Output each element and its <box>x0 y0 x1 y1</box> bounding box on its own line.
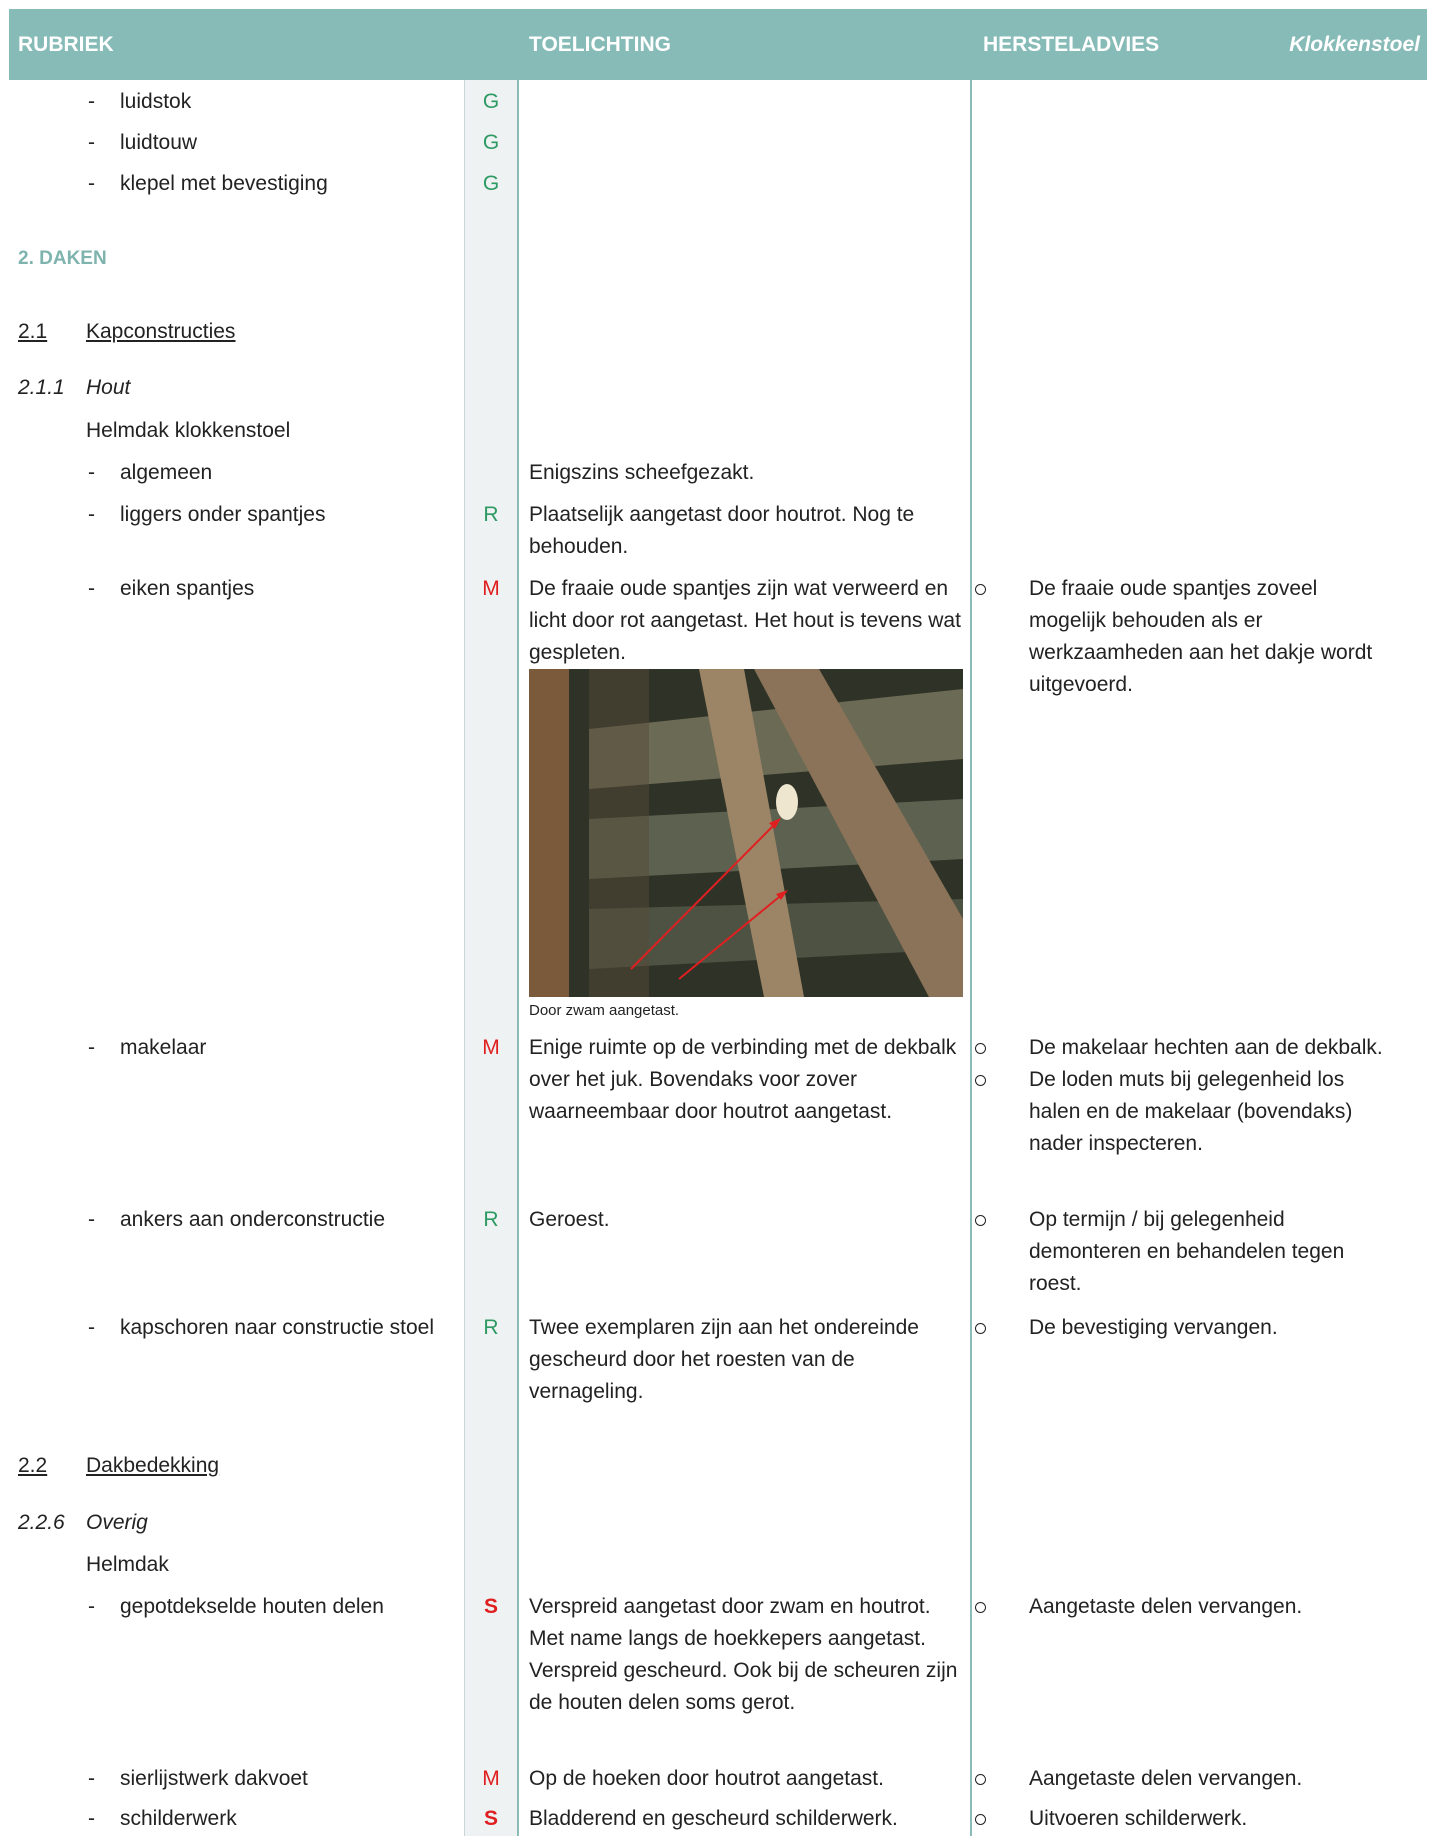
item-label: liggers onder spantjes <box>120 503 326 526</box>
advice-item: Aangetaste delen vervangen. <box>971 1763 1396 1795</box>
rating: R <box>483 503 499 526</box>
rating: M <box>482 1767 500 1790</box>
item-label: ankers aan onderconstructie <box>120 1208 385 1231</box>
divider <box>970 80 972 1836</box>
rating: G <box>482 131 500 154</box>
section-number: 2.2 <box>18 1454 48 1477</box>
section-heading: 2. DAKEN <box>18 248 107 269</box>
advice-list: Op termijn / bij gelegenheid demonteren … <box>971 1204 1396 1300</box>
dash: - <box>88 461 95 484</box>
remark: De fraaie oude spantjes zijn wat verweer… <box>529 577 961 664</box>
section-number: 2.1 <box>18 320 48 343</box>
remark: Geroest. <box>529 1208 610 1231</box>
item-label: schilderwerk <box>120 1807 237 1830</box>
remark: Verspreid aangetast door zwam en houtrot… <box>529 1595 958 1714</box>
dash: - <box>88 1036 95 1059</box>
rating: G <box>482 90 500 113</box>
item-label: luidstok <box>120 90 192 113</box>
col-header: RUBRIEK <box>18 33 114 56</box>
group-label: Helmdak <box>86 1553 169 1576</box>
advice-list: Aangetaste delen vervangen. <box>971 1763 1396 1795</box>
rating: S <box>483 1807 498 1830</box>
advice-item: Uitvoeren schilderwerk. <box>971 1803 1396 1835</box>
dash: - <box>88 90 95 113</box>
section-name: Dakbedekking <box>86 1454 220 1477</box>
remark: Plaatselijk aangetast door houtrot. Nog … <box>529 503 915 558</box>
remark: Enige ruimte op de verbinding met de dek… <box>529 1036 957 1123</box>
section-title: 2.1 Kapconstructies <box>18 316 235 348</box>
rating: S <box>483 1595 498 1618</box>
group-label: Helmdak klokkenstoel <box>86 419 291 442</box>
photo <box>529 669 963 997</box>
advice-item: De loden muts bij gelegenheid los halen … <box>971 1064 1396 1160</box>
advice-list: Aangetaste delen vervangen. <box>971 1591 1396 1623</box>
subsection-name: Hout <box>86 376 131 399</box>
photo-caption: Door zwam aangetast. <box>529 1002 680 1019</box>
remark: Enigszins scheefgezakt. <box>529 461 755 484</box>
rating-column <box>464 80 519 1836</box>
advice-list: De fraaie oude spantjes zoveel mogelijk … <box>971 573 1396 701</box>
dash: - <box>88 503 95 526</box>
advice-list: De makelaar hechten aan de dekbalk. De lo… <box>971 1032 1396 1160</box>
item-label: sierlijstwerk dakvoet <box>120 1767 308 1790</box>
dash: - <box>88 1807 95 1830</box>
dash: - <box>88 1208 95 1231</box>
rating: M <box>482 1036 500 1059</box>
section-title: 2.2 Dakbedekking <box>18 1450 219 1482</box>
subsection-number: 2.1.1 <box>18 376 65 399</box>
advice-item: De makelaar hechten aan de dekbalk. <box>971 1032 1396 1064</box>
rating: G <box>482 172 500 195</box>
item-label: eiken spantjes <box>120 577 255 600</box>
item-label: kapschoren naar constructie stoel <box>120 1316 435 1339</box>
item-label: gepotdekselde houten delen <box>120 1595 384 1618</box>
item-label: klepel met bevestiging <box>120 172 328 195</box>
dash: - <box>88 1767 95 1790</box>
advice-item: Aangetaste delen vervangen. <box>971 1591 1396 1623</box>
rating: M <box>482 577 500 600</box>
dash: - <box>88 1595 95 1618</box>
col-header: HERSTELADVIES <box>983 33 1160 56</box>
divider <box>517 80 519 1836</box>
advice-list: Uitvoeren schilderwerk. <box>971 1803 1396 1835</box>
item-label: algemeen <box>120 461 213 484</box>
subsection-number: 2.2.6 <box>18 1511 65 1534</box>
advice-item: De fraaie oude spantjes zoveel mogelijk … <box>971 573 1396 701</box>
item-label: luidtouw <box>120 131 198 154</box>
col-header: TOELICHTING <box>529 33 671 56</box>
dash: - <box>88 1316 95 1339</box>
remark: Op de hoeken door houtrot aangetast. <box>529 1767 884 1790</box>
advice-list: De bevestiging vervangen. <box>971 1312 1396 1344</box>
dash: - <box>88 172 95 195</box>
advice-item: Op termijn / bij gelegenheid demonteren … <box>971 1204 1396 1300</box>
table-header: RUBRIEK TOELICHTING HERSTELADVIES Klokke… <box>9 9 1427 80</box>
remark: Bladderend en gescheurd schilderwerk. <box>529 1807 898 1830</box>
rating: R <box>483 1316 499 1339</box>
dash: - <box>88 577 95 600</box>
subsection-name: Overig <box>86 1511 148 1534</box>
remark: Twee exemplaren zijn aan het ondereinde … <box>529 1316 919 1403</box>
dash: - <box>88 131 95 154</box>
rating: R <box>483 1208 499 1231</box>
item-label: makelaar <box>120 1036 207 1059</box>
object-name: Klokkenstoel <box>1289 33 1420 56</box>
advice-item: De bevestiging vervangen. <box>971 1312 1396 1344</box>
section-name: Kapconstructies <box>86 320 236 343</box>
